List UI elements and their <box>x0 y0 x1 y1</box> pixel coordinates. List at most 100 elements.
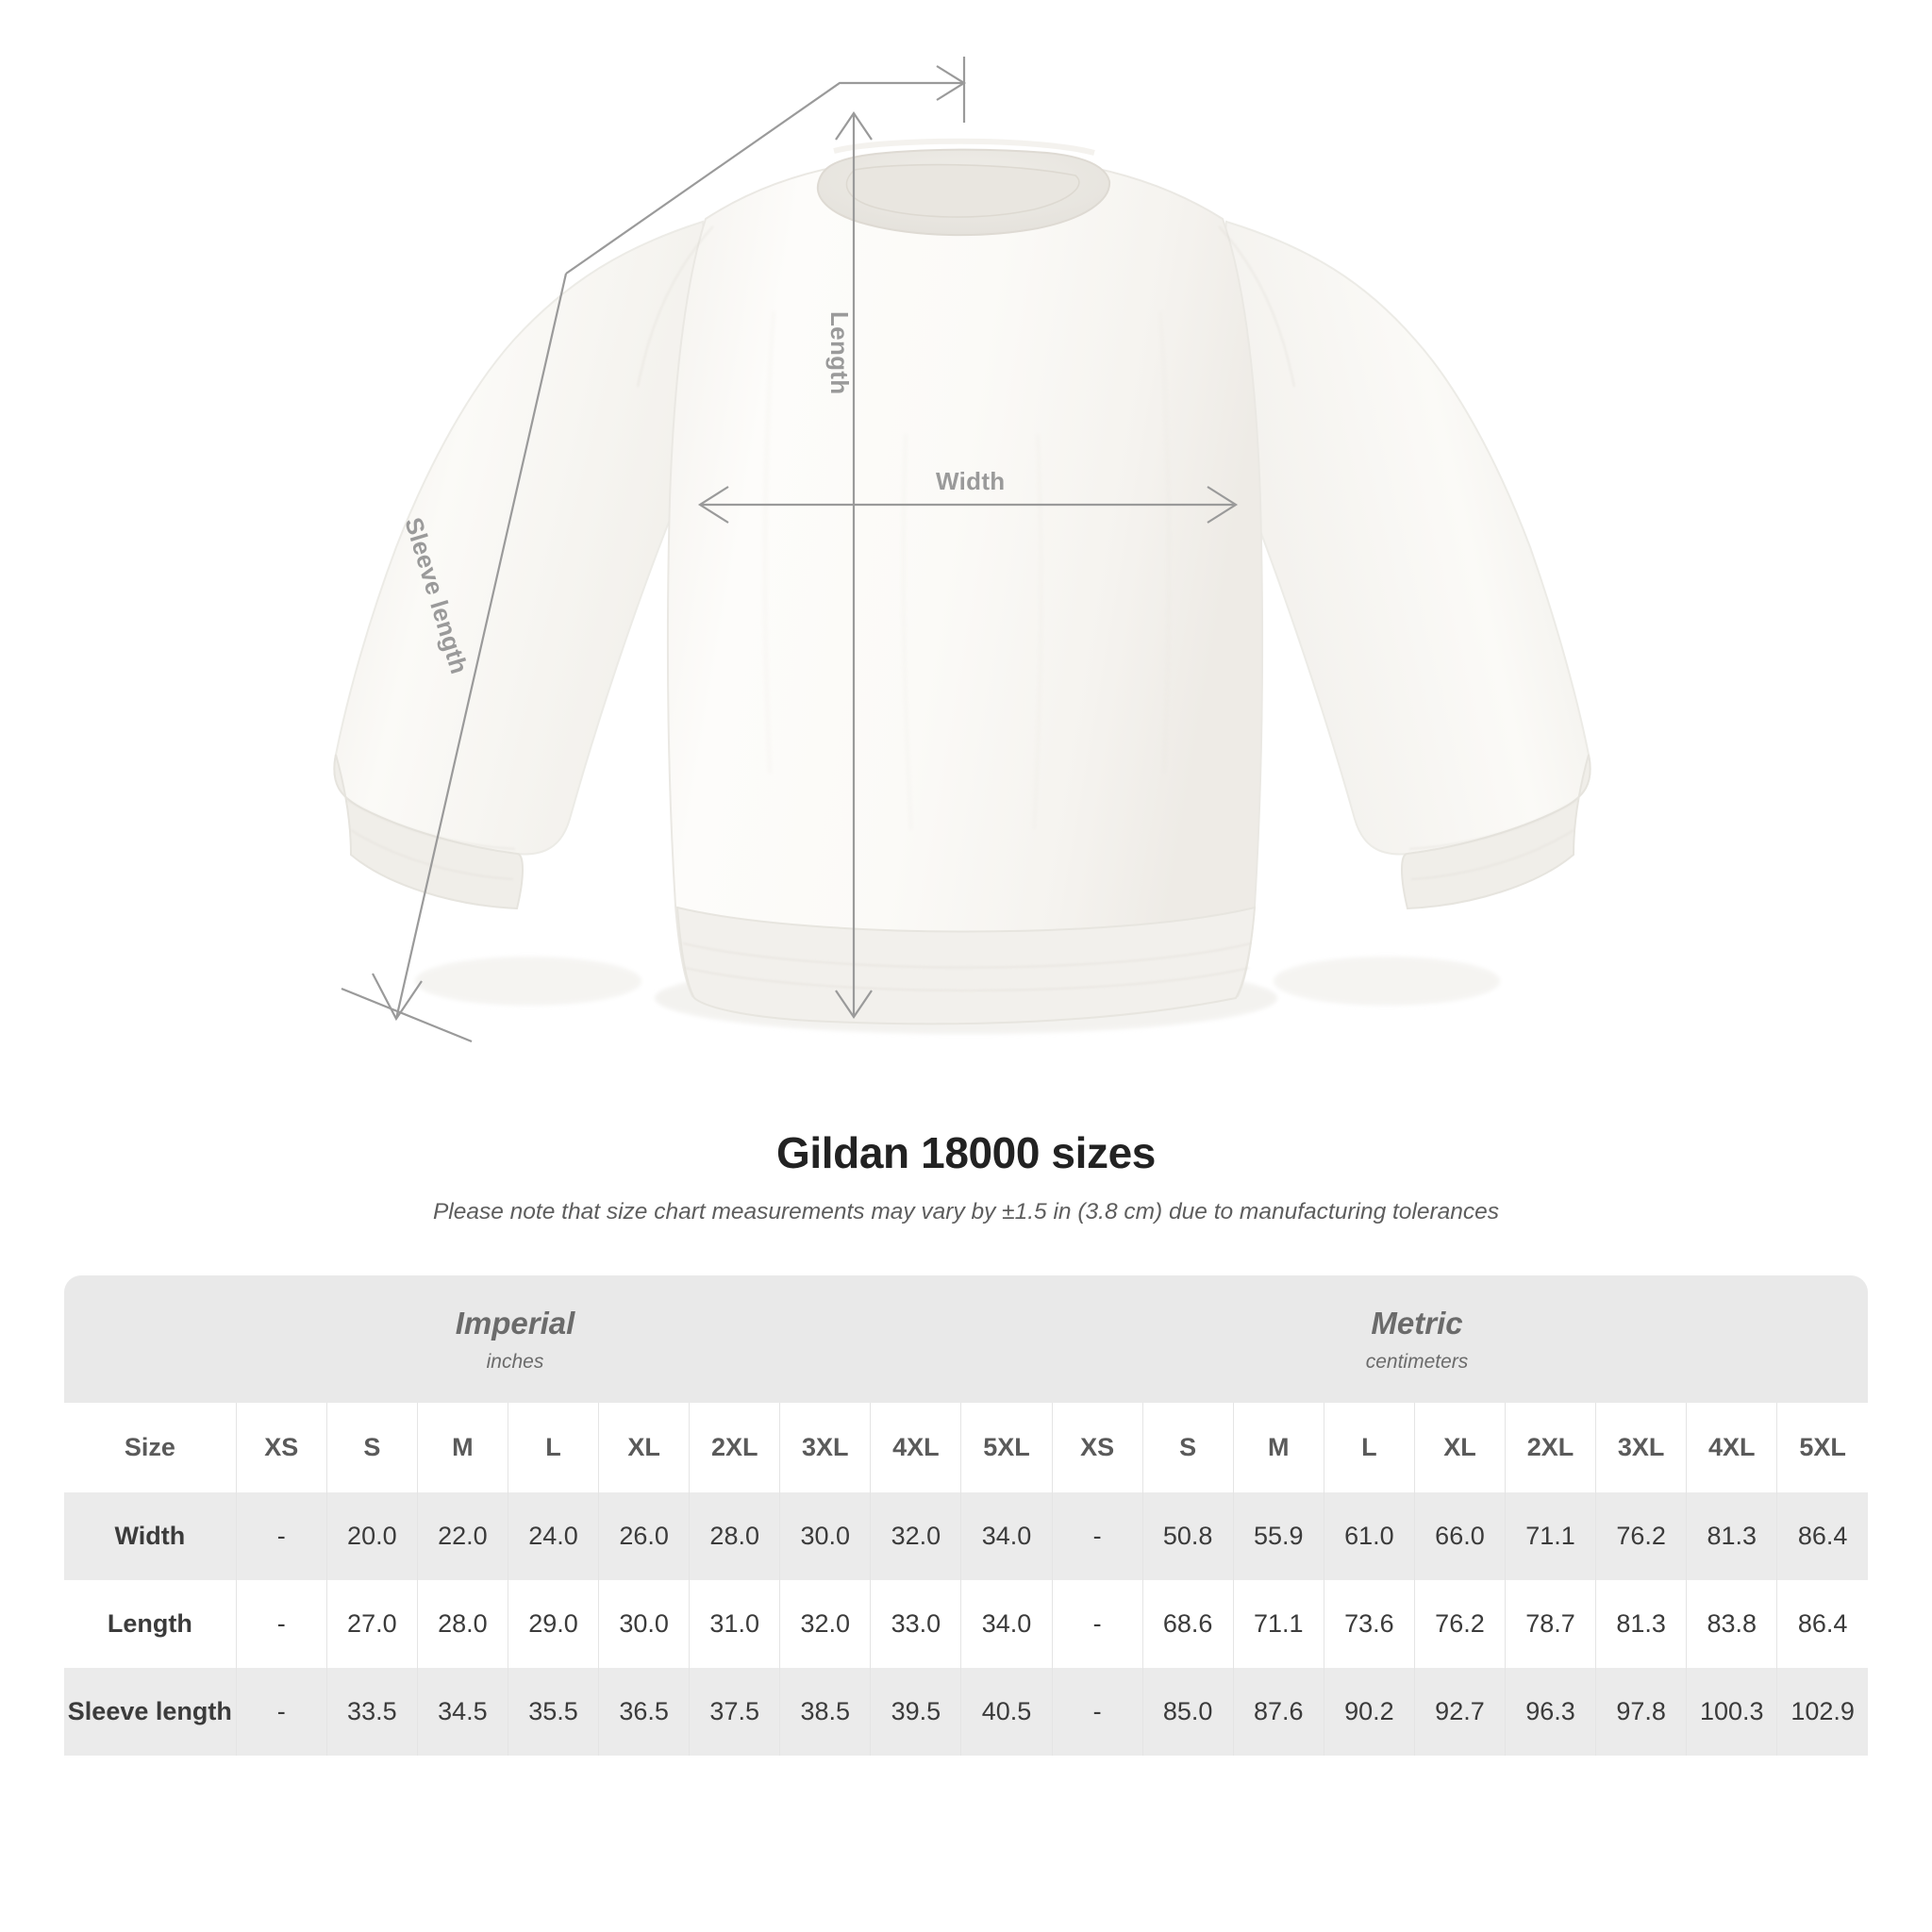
table-cell: 78.7 <box>1505 1580 1597 1668</box>
measurement-guides <box>341 57 1239 1043</box>
table-cell: 86.4 <box>1776 1580 1868 1668</box>
collar-highlight <box>833 138 1095 156</box>
table-header-cell: 2XL <box>689 1403 781 1492</box>
table-cell: 102.9 <box>1776 1668 1868 1756</box>
table-header-cell: S <box>1142 1403 1234 1492</box>
table-cell: 24.0 <box>508 1492 600 1580</box>
sleeve-guide-line <box>394 273 568 1020</box>
sleeve-arrow-bottom <box>372 973 423 1022</box>
table-header-cell: 5XL <box>1776 1403 1868 1492</box>
table-cell: 27.0 <box>326 1580 418 1668</box>
unit-imperial: Imperial inches <box>64 1275 966 1403</box>
unit-metric-sub: centimeters <box>1365 1350 1469 1373</box>
table-cell: - <box>1051 1668 1143 1756</box>
table-header-cell: XS <box>1051 1403 1143 1492</box>
size-measurements-table: Size XS S M L XL 2XL 3XL 4XL 5XL XS S M L XL 2XL 3XL 4XL 5… <box>64 1403 1868 1756</box>
unit-metric-name: Metric <box>1371 1305 1463 1341</box>
table-header-cell: 3XL <box>779 1403 872 1492</box>
table-row-label: Length <box>64 1580 237 1668</box>
table-cell: 87.6 <box>1233 1668 1324 1756</box>
table-header-cell: 3XL <box>1595 1403 1688 1492</box>
table-cell: 71.1 <box>1233 1580 1324 1668</box>
table-cell: 55.9 <box>1233 1492 1324 1580</box>
table-cell: 97.8 <box>1595 1668 1688 1756</box>
table-cell: 83.8 <box>1686 1580 1778 1668</box>
length-arrow-top <box>835 111 873 141</box>
left-sleeve <box>333 220 721 856</box>
table-cell: 37.5 <box>689 1668 781 1756</box>
sleeve-leader-line <box>565 81 962 275</box>
table-row-label: Sleeve length <box>64 1668 237 1756</box>
table-cell: 96.3 <box>1505 1668 1597 1756</box>
table-row-label: Width <box>64 1492 237 1580</box>
table-row: Width -20.0 22.0 24.0 26.0 28.0 30.0 32.0 34.0-5… <box>64 1492 1868 1580</box>
sweatshirt-diagram <box>333 57 1591 1043</box>
page-title: Gildan 18000 sizes <box>776 1128 1156 1177</box>
table-cell: 68.6 <box>1142 1580 1234 1668</box>
table-header-cell: 4XL <box>1686 1403 1778 1492</box>
table-header-cell: M <box>1233 1403 1324 1492</box>
table-cell: 30.0 <box>779 1492 872 1580</box>
table-cell: 50.8 <box>1142 1492 1234 1580</box>
table-header-cell: XL <box>1414 1403 1507 1492</box>
table-cell: 28.0 <box>689 1492 781 1580</box>
collar-inner <box>845 163 1080 218</box>
page-subtitle: Please note that size chart measurements… <box>432 1199 1500 1224</box>
measurement-label-width: Width <box>936 467 1006 495</box>
table-cell: 85.0 <box>1142 1668 1234 1756</box>
table-cell: 34.5 <box>417 1668 508 1756</box>
table-cell: 32.0 <box>870 1492 962 1580</box>
unit-system-header: Imperial inches Metric centimeters <box>64 1275 1868 1403</box>
waistband <box>675 906 1257 1025</box>
table-cell: - <box>235 1492 327 1580</box>
table-cell: 32.0 <box>779 1580 872 1668</box>
table-cell: 81.3 <box>1686 1492 1778 1580</box>
table-cell: 29.0 <box>508 1580 600 1668</box>
table-cell: 86.4 <box>1776 1492 1868 1580</box>
garment-illustration: Length Width Sleeve length <box>333 57 1591 1043</box>
table-cell: 76.2 <box>1595 1492 1688 1580</box>
table-cell: 22.0 <box>417 1492 508 1580</box>
table-cell: 34.0 <box>960 1580 1053 1668</box>
table-cell: 20.0 <box>326 1492 418 1580</box>
size-chart: Imperial inches Metric centimeters Size X… <box>64 1275 1868 1756</box>
table-cell: 66.0 <box>1414 1492 1507 1580</box>
table-cell: 76.2 <box>1414 1580 1507 1668</box>
table-header-cell: M <box>417 1403 508 1492</box>
table-header-cell: S <box>326 1403 418 1492</box>
measurement-label-length: Length <box>825 311 854 395</box>
width-arrow-left <box>697 486 729 524</box>
table-cell: - <box>235 1580 327 1668</box>
table-header-cell: 2XL <box>1505 1403 1597 1492</box>
table-header-cell: 5XL <box>960 1403 1053 1492</box>
table-cell: 90.2 <box>1324 1668 1415 1756</box>
table-cell: 73.6 <box>1324 1580 1415 1668</box>
table-header-cell: L <box>1324 1403 1415 1492</box>
table-cell: 33.0 <box>870 1580 962 1668</box>
title-block: Gildan 18000 sizes Please note that size… <box>0 1127 1932 1225</box>
table-row: Sleeve length -33.5 34.5 35.5 36.5 37.5 38.5 39… <box>64 1668 1868 1756</box>
length-arrow-bottom <box>835 990 873 1019</box>
unit-imperial-sub: inches <box>486 1350 544 1373</box>
table-header-row: Size XS S M L XL 2XL 3XL 4XL 5XL XS S M L XL 2XL 3XL 4XL 5… <box>64 1403 1868 1492</box>
table-cell: 38.5 <box>779 1668 872 1756</box>
table-cell: 92.7 <box>1414 1668 1507 1756</box>
table-cell: 81.3 <box>1595 1580 1688 1668</box>
unit-imperial-name: Imperial <box>455 1305 575 1341</box>
table-cell: 26.0 <box>598 1492 691 1580</box>
unit-metric: Metric centimeters <box>966 1275 1868 1403</box>
table-cell: 35.5 <box>508 1668 600 1756</box>
table-cell: - <box>235 1668 327 1756</box>
table-cell: 30.0 <box>598 1580 691 1668</box>
table-cell: 36.5 <box>598 1668 691 1756</box>
table-cell: 71.1 <box>1505 1492 1597 1580</box>
table-header-cell: L <box>508 1403 600 1492</box>
sleeve-end-tick <box>341 987 473 1043</box>
table-cell: - <box>1051 1492 1143 1580</box>
table-cell: 34.0 <box>960 1492 1053 1580</box>
table-cell: 39.5 <box>870 1668 962 1756</box>
table-cell: 28.0 <box>417 1580 508 1668</box>
table-cell: 100.3 <box>1686 1668 1778 1756</box>
table-cell: 40.5 <box>960 1668 1053 1756</box>
table-cell: 31.0 <box>689 1580 781 1668</box>
